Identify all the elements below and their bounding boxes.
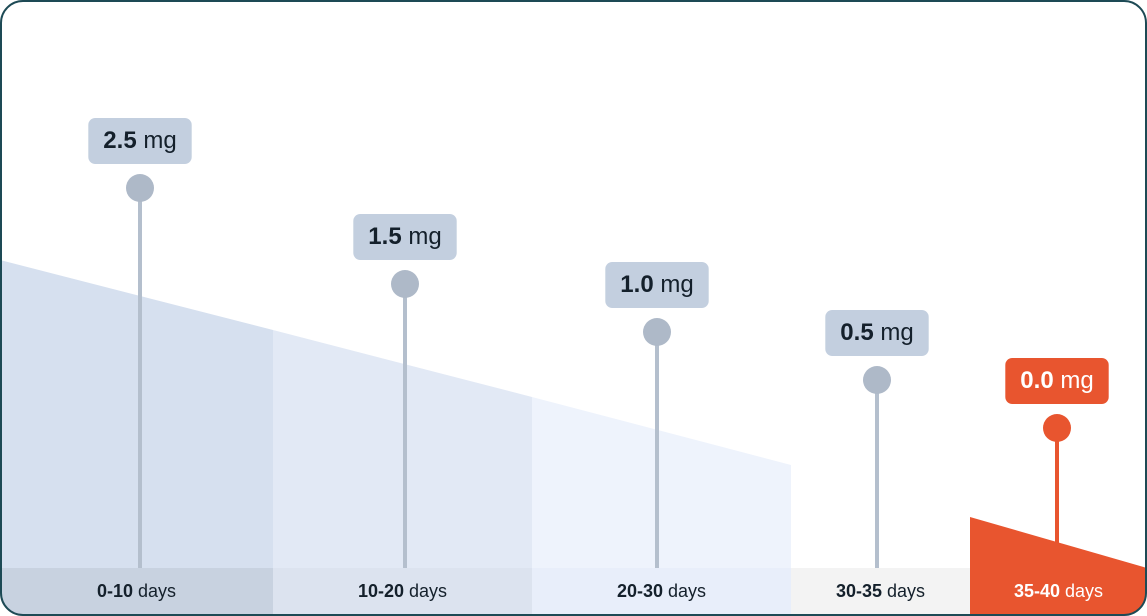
x-tick-label: 20-30 days	[617, 581, 706, 601]
dot	[863, 366, 891, 394]
x-tick-label: 35-40 days	[1014, 581, 1103, 601]
value-label: 1.0 mg	[620, 271, 693, 298]
value-pill	[88, 118, 192, 164]
dot	[1043, 414, 1071, 442]
value-pill	[353, 214, 457, 260]
strong-part: 0-10	[97, 581, 133, 601]
unit-part: mg	[1054, 367, 1094, 394]
strong-part: 10-20	[358, 581, 404, 601]
strong-part: 0.0	[1020, 367, 1053, 394]
x-tick-label: 0-10 days	[97, 581, 176, 601]
strong-part: 30-35	[836, 581, 882, 601]
unit-part: days	[1060, 581, 1103, 601]
value-label: 0.0 mg	[1020, 367, 1093, 394]
x-tick-label: 30-35 days	[836, 581, 925, 601]
unit-part: mg	[874, 319, 914, 346]
value-pill	[605, 262, 709, 308]
strong-part: 1.5	[368, 223, 401, 250]
unit-part: days	[133, 581, 176, 601]
unit-part: mg	[654, 271, 694, 298]
unit-part: days	[404, 581, 447, 601]
value-label: 0.5 mg	[840, 319, 913, 346]
unit-part: days	[882, 581, 925, 601]
x-tick-label: 10-20 days	[358, 581, 447, 601]
value-pill	[1005, 358, 1109, 404]
dot	[391, 270, 419, 298]
strong-part: 35-40	[1014, 581, 1060, 601]
unit-part: days	[663, 581, 706, 601]
value-pill	[825, 310, 929, 356]
unit-part: mg	[137, 127, 177, 154]
strong-part: 20-30	[617, 581, 663, 601]
unit-part: mg	[402, 223, 442, 250]
value-label: 2.5 mg	[103, 127, 176, 154]
dot	[126, 174, 154, 202]
strong-part: 1.0	[620, 271, 653, 298]
strong-part: 0.5	[840, 319, 873, 346]
strong-part: 2.5	[103, 127, 136, 154]
dot	[643, 318, 671, 346]
value-label: 1.5 mg	[368, 223, 441, 250]
